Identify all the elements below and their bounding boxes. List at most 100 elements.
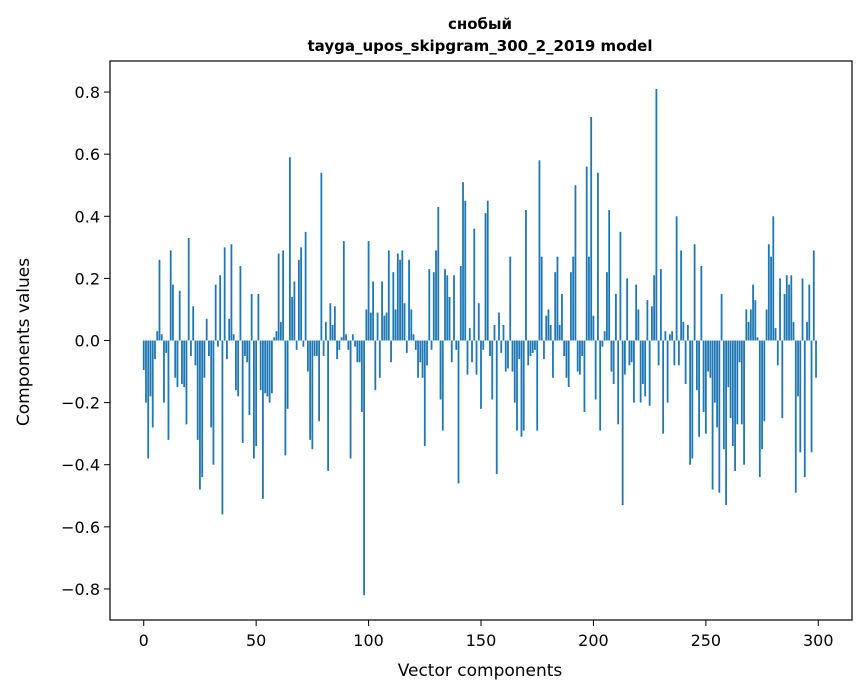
bar — [767, 244, 770, 341]
bar — [444, 269, 446, 341]
bar — [156, 331, 159, 341]
bar — [412, 334, 415, 341]
bar — [752, 284, 754, 341]
bar — [543, 340, 545, 360]
bar — [480, 340, 482, 409]
bar — [151, 340, 154, 428]
bar — [686, 324, 689, 341]
bar — [329, 303, 332, 341]
bar — [410, 309, 413, 341]
x-tick-label: 250 — [691, 631, 722, 650]
bar — [360, 340, 363, 412]
bar — [262, 340, 264, 499]
bar — [655, 88, 658, 341]
bar — [387, 250, 390, 341]
bar — [172, 284, 174, 341]
bar — [509, 256, 512, 341]
bar — [351, 334, 354, 341]
bar — [336, 340, 338, 360]
bar — [641, 340, 644, 384]
bar — [430, 340, 433, 350]
bar — [700, 265, 703, 341]
bar — [619, 231, 622, 341]
bar — [806, 321, 808, 341]
bar — [540, 256, 543, 341]
bar — [552, 340, 554, 378]
bar — [529, 340, 532, 357]
bar — [599, 340, 602, 431]
bar — [682, 321, 685, 341]
bar — [774, 328, 777, 341]
bar — [342, 241, 345, 341]
bar — [288, 157, 291, 341]
bar — [448, 297, 451, 341]
bar — [471, 340, 473, 363]
bar — [372, 281, 374, 341]
y-tick-label: 0.4 — [75, 207, 100, 226]
bar — [300, 247, 303, 341]
bar — [268, 340, 271, 403]
bar — [572, 256, 575, 341]
bar — [237, 340, 240, 397]
bar — [349, 340, 352, 459]
bar — [495, 340, 498, 475]
bar — [241, 340, 244, 443]
bar — [597, 172, 599, 341]
bar — [367, 241, 370, 341]
bar — [396, 253, 399, 341]
bar — [376, 312, 379, 341]
bar — [145, 340, 147, 403]
bar — [727, 340, 730, 388]
bar — [664, 331, 667, 341]
bar — [486, 200, 489, 341]
bar — [684, 340, 687, 384]
bar — [304, 231, 307, 341]
bar — [736, 340, 739, 425]
bar — [554, 272, 557, 341]
bar — [439, 340, 442, 400]
bar — [615, 293, 617, 341]
bar — [588, 256, 590, 341]
bar — [142, 340, 145, 370]
bar — [417, 340, 419, 378]
y-tick-label: −0.2 — [61, 394, 100, 413]
x-tick-label: 150 — [466, 631, 497, 650]
bar — [149, 340, 152, 397]
bar — [594, 340, 597, 400]
bar — [563, 340, 566, 357]
bar — [628, 340, 631, 366]
bar — [338, 340, 341, 350]
bar — [513, 340, 516, 403]
bar — [547, 309, 550, 341]
bar — [275, 331, 278, 341]
bar — [181, 340, 183, 384]
bar — [428, 269, 431, 341]
bar — [318, 340, 321, 422]
bar — [779, 278, 781, 341]
bar — [432, 272, 435, 341]
bar — [401, 250, 404, 341]
bar — [437, 206, 440, 341]
bar — [217, 340, 219, 347]
bar — [295, 340, 298, 350]
bar — [734, 340, 736, 471]
bar — [365, 309, 368, 341]
bar — [363, 340, 365, 596]
bar — [556, 256, 559, 341]
bar — [468, 328, 471, 341]
bar — [279, 321, 282, 341]
bar — [650, 306, 653, 341]
bar — [421, 340, 424, 378]
bar — [259, 340, 262, 391]
bar — [671, 331, 674, 341]
bar — [581, 340, 584, 357]
bar — [167, 340, 170, 440]
bar — [545, 315, 548, 341]
bar — [185, 340, 188, 425]
bar — [453, 275, 455, 341]
bar — [585, 166, 588, 341]
bar — [228, 318, 231, 341]
bar — [484, 213, 487, 341]
y-tick-label: −0.6 — [61, 518, 100, 537]
